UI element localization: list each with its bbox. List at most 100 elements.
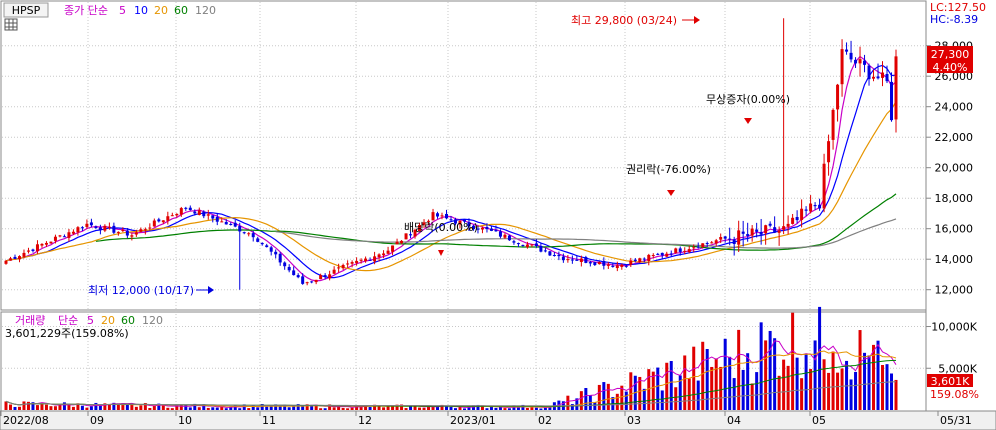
- volume-bar: [269, 405, 273, 410]
- volume-bar: [872, 344, 876, 410]
- volume-bar: [89, 406, 93, 410]
- candle-body: [741, 231, 745, 234]
- volume-panel-frame: [0, 311, 927, 412]
- volume-bar: [683, 355, 687, 410]
- volume-bar: [274, 404, 278, 410]
- candle-body: [112, 225, 116, 233]
- volume-ma-line-120: [5, 381, 897, 407]
- volume-bar: [400, 404, 404, 410]
- candle-body: [67, 232, 71, 238]
- volume-bar: [827, 372, 831, 410]
- candle-body: [269, 247, 273, 252]
- candle-body: [49, 241, 53, 244]
- volume-bar: [503, 408, 507, 410]
- candle-body: [530, 244, 534, 246]
- candle-body: [606, 264, 610, 266]
- volume-bar: [723, 338, 727, 410]
- candle-body: [858, 59, 862, 64]
- candle-body: [705, 243, 709, 245]
- volume-bar: [759, 322, 763, 410]
- volume-bar: [247, 408, 251, 410]
- volume-bar: [579, 391, 583, 410]
- price-tick-label: 18,000: [935, 192, 974, 205]
- price-ma-line-120: [275, 218, 897, 249]
- volume-bar: [31, 402, 35, 410]
- volume-bar: [346, 408, 350, 410]
- volume-bar: [130, 404, 134, 410]
- volume-bar: [773, 338, 777, 410]
- volume-bar: [175, 405, 179, 410]
- volume-bar: [651, 371, 655, 410]
- date-tick-label: 05: [812, 414, 826, 427]
- volume-bar: [211, 407, 215, 410]
- candle-body: [876, 76, 880, 79]
- candle-body: [337, 267, 341, 269]
- volume-bar: [193, 403, 197, 410]
- volume-current: 3,601,229주(159.08%): [5, 327, 129, 340]
- candle-body: [525, 244, 529, 248]
- volume-bar: [152, 405, 156, 410]
- volume-bar: [858, 330, 862, 410]
- volume-bar: [782, 359, 786, 410]
- dividend-label: 배당락(0.00%): [404, 221, 478, 234]
- volume-bar: [602, 382, 606, 410]
- price-tick-label: 12,000: [935, 284, 974, 297]
- volume-bar: [323, 408, 327, 410]
- candle-body: [377, 254, 381, 258]
- candle-body: [831, 109, 835, 140]
- volume-bar: [265, 406, 269, 410]
- volume-bar: [125, 403, 129, 410]
- last-volume: 3,601K: [931, 375, 970, 388]
- volume-bar: [139, 405, 143, 410]
- candle-body: [872, 76, 876, 79]
- volume-title: 거래량: [15, 314, 45, 327]
- candle-body: [692, 247, 696, 249]
- volume-bar: [278, 406, 282, 410]
- volume-bar: [436, 406, 440, 410]
- volume-bar: [8, 404, 12, 410]
- volume-bar: [606, 383, 610, 410]
- volume-bar: [836, 372, 840, 410]
- candle-body: [795, 217, 799, 221]
- candle-body: [503, 234, 507, 238]
- volume-bar: [750, 383, 754, 410]
- candle-body: [710, 242, 714, 244]
- volume-bar: [301, 406, 305, 410]
- volume-bar: [638, 376, 642, 410]
- price-candles: [4, 18, 898, 290]
- candle-body: [809, 203, 813, 212]
- candle-body: [94, 226, 98, 229]
- candle-body: [85, 223, 89, 227]
- date-tick-label: 05/31: [940, 414, 972, 427]
- candle-body: [777, 230, 781, 233]
- volume-bar: [382, 407, 386, 410]
- volume-bar: [863, 352, 867, 410]
- candle-body: [822, 163, 826, 209]
- candle-body: [737, 230, 741, 245]
- candle-body: [471, 225, 475, 230]
- symbol-box[interactable]: [3, 2, 49, 18]
- candle-body: [224, 221, 228, 225]
- date-tick-label: 2023/01: [450, 414, 496, 427]
- volume-bar: [494, 407, 498, 410]
- candle-body: [202, 211, 206, 217]
- grid-table-icon[interactable]: [4, 18, 18, 31]
- candle-body: [507, 235, 511, 241]
- candle-body: [602, 260, 606, 266]
- candle-body: [818, 204, 822, 209]
- hc-label: HC:-8.39: [930, 13, 978, 26]
- candle-body: [552, 255, 556, 257]
- volume-bar: [714, 358, 718, 410]
- candle-body: [35, 244, 39, 252]
- price-legend: HPSP 종가 단순 5 10 20 60 120: [3, 2, 216, 31]
- volume-bar: [256, 407, 260, 410]
- candle-body: [647, 254, 651, 261]
- volume-bar: [148, 407, 152, 410]
- price-panel-frame: [0, 0, 927, 311]
- volume-bar: [112, 402, 116, 410]
- volume-bar: [876, 340, 880, 410]
- candle-body: [840, 49, 844, 85]
- candle-body: [516, 243, 520, 245]
- candle-body: [305, 282, 309, 284]
